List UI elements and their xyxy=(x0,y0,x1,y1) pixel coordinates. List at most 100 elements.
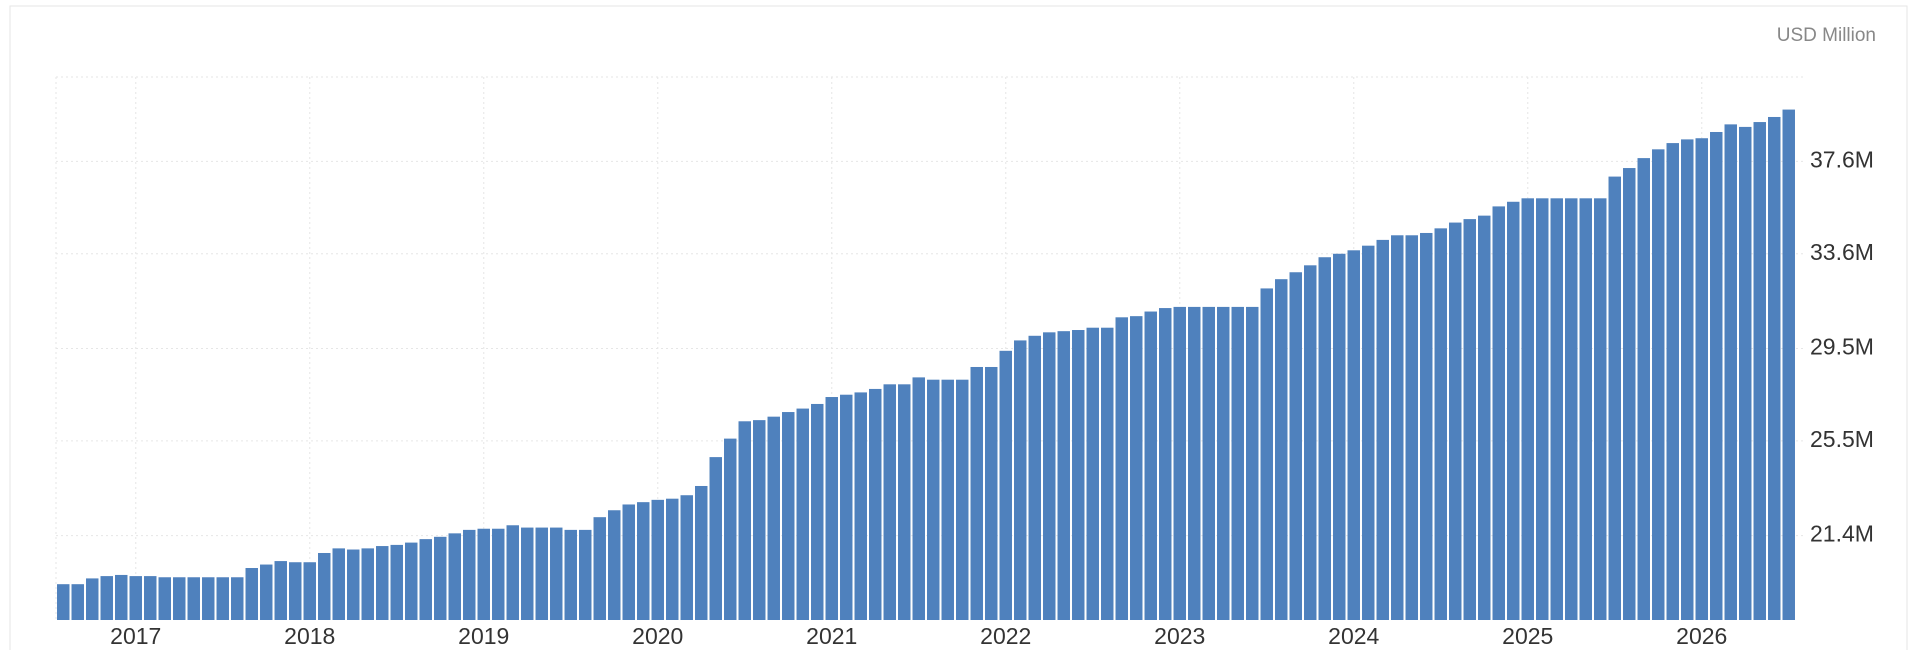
y-tick-label: 33.6M xyxy=(1810,239,1874,265)
bar xyxy=(883,384,896,620)
unit-label: USD Million xyxy=(1777,25,1876,46)
bar xyxy=(1347,250,1360,621)
bar xyxy=(1014,340,1027,620)
bar xyxy=(347,549,360,620)
bar xyxy=(1420,232,1433,620)
bar xyxy=(1028,335,1041,620)
x-tick-label: 2024 xyxy=(1328,623,1379,649)
bar xyxy=(245,568,258,620)
bar xyxy=(100,576,113,620)
x-tick-label: 2017 xyxy=(110,623,161,649)
bar xyxy=(405,542,418,620)
bar xyxy=(1289,272,1302,620)
bar xyxy=(492,528,505,620)
bar xyxy=(811,403,824,620)
bar xyxy=(1072,330,1085,620)
bar xyxy=(216,577,229,620)
bar xyxy=(477,528,490,620)
bar xyxy=(622,504,635,620)
bar xyxy=(1565,198,1578,620)
y-tick-label: 25.5M xyxy=(1810,426,1874,452)
bar xyxy=(1391,235,1404,620)
bar xyxy=(1782,109,1795,620)
bar xyxy=(1637,158,1650,621)
bar xyxy=(724,438,737,620)
bar xyxy=(1623,168,1636,620)
bar xyxy=(999,350,1012,620)
bar xyxy=(840,394,853,620)
bar xyxy=(521,527,534,620)
bar xyxy=(1536,198,1549,620)
bar xyxy=(1217,306,1230,620)
bar xyxy=(1318,257,1331,620)
bar xyxy=(1405,235,1418,620)
bar xyxy=(608,510,621,620)
bar xyxy=(1652,149,1665,620)
bar xyxy=(695,485,708,620)
bar xyxy=(796,408,809,620)
bar xyxy=(1594,198,1607,620)
bar xyxy=(390,544,403,620)
bar xyxy=(1739,126,1752,620)
bar xyxy=(419,539,432,620)
x-tick-label: 2023 xyxy=(1154,623,1205,649)
bar xyxy=(187,577,200,620)
bar xyxy=(1057,331,1070,620)
bar xyxy=(1710,131,1723,620)
bar xyxy=(709,457,722,620)
bar xyxy=(651,499,664,620)
bar xyxy=(1434,228,1447,620)
x-tick-label: 2019 xyxy=(458,623,509,649)
bar xyxy=(260,564,273,620)
bar xyxy=(593,517,606,620)
bar xyxy=(506,525,519,620)
bar xyxy=(144,576,157,620)
y-tick-label: 37.6M xyxy=(1810,146,1874,172)
bar xyxy=(535,527,548,620)
bar xyxy=(1753,122,1766,621)
bar xyxy=(1768,116,1781,620)
bar xyxy=(1144,311,1157,620)
x-tick-label: 2026 xyxy=(1676,623,1727,649)
x-tick-label: 2021 xyxy=(806,623,857,649)
bar xyxy=(564,529,577,620)
bar xyxy=(782,412,795,620)
bar xyxy=(970,366,983,620)
bar xyxy=(1478,215,1491,620)
bar xyxy=(1724,124,1737,620)
bar xyxy=(361,548,374,620)
bar xyxy=(1304,265,1317,620)
bar xyxy=(1101,327,1114,620)
bar xyxy=(1608,176,1621,621)
bar xyxy=(1159,308,1172,620)
bar xyxy=(1681,139,1694,620)
bar xyxy=(1463,219,1476,620)
bar xyxy=(1333,253,1346,620)
bar xyxy=(898,384,911,620)
bar xyxy=(332,548,345,620)
bar xyxy=(1188,306,1201,620)
bar xyxy=(1376,239,1389,620)
bar xyxy=(956,379,969,620)
bar xyxy=(912,377,925,620)
bar xyxy=(927,379,940,620)
bar xyxy=(941,379,954,620)
bar xyxy=(173,577,186,620)
bar xyxy=(158,577,171,620)
bar xyxy=(129,576,142,620)
y-tick-label: 29.5M xyxy=(1810,334,1874,360)
bar xyxy=(1507,201,1520,620)
bar xyxy=(1449,222,1462,621)
x-tick-label: 2022 xyxy=(980,623,1031,649)
bar xyxy=(303,562,316,620)
bar xyxy=(463,529,476,620)
bar xyxy=(1521,198,1534,620)
bar xyxy=(1275,279,1288,620)
bar xyxy=(1202,306,1215,620)
bar xyxy=(434,536,447,620)
bar xyxy=(666,498,679,620)
bar xyxy=(448,533,461,620)
bar xyxy=(274,561,287,620)
bar xyxy=(1492,206,1505,620)
